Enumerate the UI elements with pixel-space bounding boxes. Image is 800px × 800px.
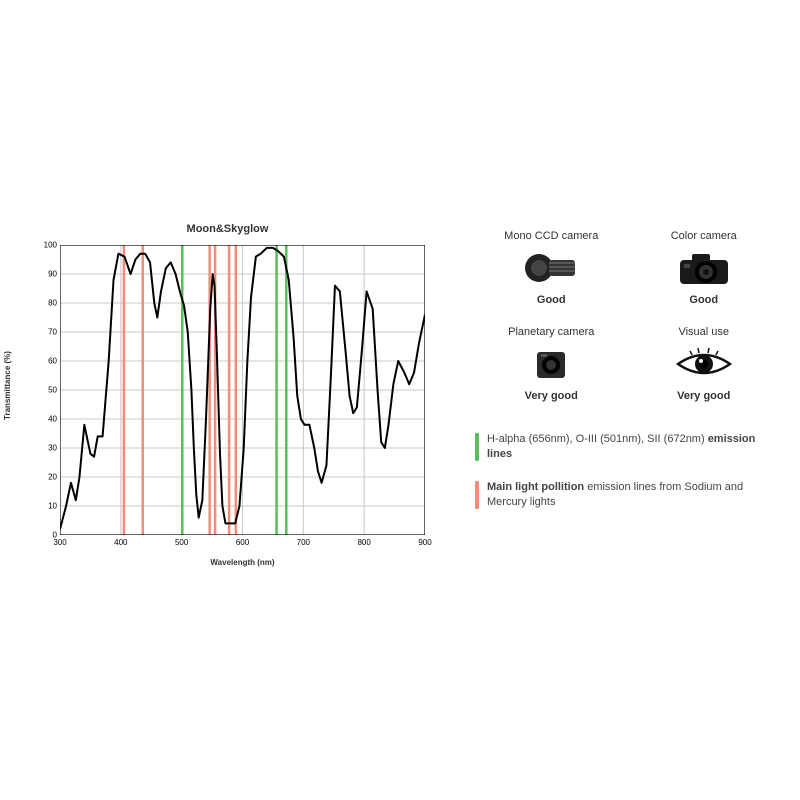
ccd-icon	[519, 248, 583, 288]
y-axis-label: Transmittance (%)	[0, 245, 14, 525]
legend-bar-green	[475, 433, 479, 461]
camera-card: Planetary camera Very good	[495, 326, 608, 402]
card-rating: Very good	[677, 390, 730, 402]
x-tick: 400	[114, 535, 127, 547]
camera-card: Visual use Very good	[648, 326, 761, 402]
legend-emission-lines: H-alpha (656nm), O-III (501nm), SII (672…	[475, 432, 780, 462]
camera-grid: Mono CCD camera Good Color camera Good Plane…	[475, 230, 780, 432]
x-axis-label: Wavelength (nm)	[60, 558, 425, 567]
camera-card: Color camera Good	[648, 230, 761, 306]
y-tick: 30	[48, 444, 60, 453]
legend-text: H-alpha (656nm), O-III (501nm), SII (672…	[487, 432, 780, 462]
plot-area: 0102030405060708090100300400500600700800…	[60, 245, 425, 535]
legend-light-pollution: Main light pollition emission lines from…	[475, 480, 780, 510]
eye-icon	[672, 344, 736, 384]
card-rating: Good	[537, 294, 566, 306]
cube-icon	[519, 344, 583, 384]
y-tick: 80	[48, 299, 60, 308]
y-tick: 100	[44, 241, 60, 250]
chart-svg	[60, 245, 425, 535]
legend-text: Main light pollition emission lines from…	[487, 480, 780, 510]
x-tick: 700	[297, 535, 310, 547]
card-title: Color camera	[671, 230, 737, 242]
x-tick: 800	[357, 535, 370, 547]
chart-title: Moon&Skyglow	[30, 223, 425, 235]
x-tick: 500	[175, 535, 188, 547]
y-tick: 50	[48, 386, 60, 395]
card-rating: Very good	[525, 390, 578, 402]
y-tick: 10	[48, 502, 60, 511]
y-tick: 60	[48, 357, 60, 366]
card-title: Mono CCD camera	[504, 230, 598, 242]
legend-bar-red	[475, 481, 479, 509]
y-tick: 90	[48, 270, 60, 279]
dslr-icon	[672, 248, 736, 288]
y-tick: 70	[48, 328, 60, 337]
chart-container: Moon&Skyglow Transmittance (%) Wavelengt…	[30, 245, 425, 565]
card-title: Visual use	[678, 326, 729, 338]
x-tick: 300	[53, 535, 66, 547]
info-panel: Mono CCD camera Good Color camera Good Plane…	[475, 230, 780, 527]
x-tick: 900	[418, 535, 431, 547]
camera-card: Mono CCD camera Good	[495, 230, 608, 306]
x-tick: 600	[236, 535, 249, 547]
y-tick: 40	[48, 415, 60, 424]
y-tick: 20	[48, 473, 60, 482]
card-title: Planetary camera	[508, 326, 594, 338]
card-rating: Good	[689, 294, 718, 306]
